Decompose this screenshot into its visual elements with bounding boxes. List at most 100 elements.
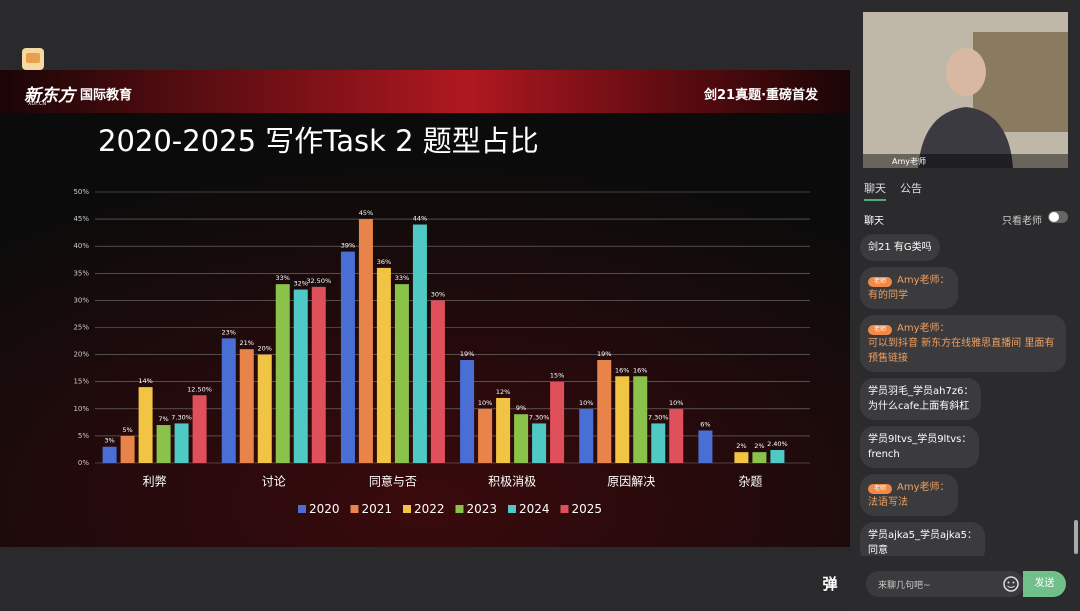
sender-name: 学员9ltvs_学员9ltvs： <box>868 434 972 445</box>
value-label: 3% <box>104 437 114 445</box>
sticker-icon <box>22 48 44 70</box>
bar <box>550 381 565 463</box>
y-tick-label: 5% <box>78 432 89 440</box>
bar <box>514 414 529 463</box>
teacher-badge: 老师 <box>868 484 893 494</box>
legend-label: 2023 <box>467 502 498 516</box>
chat-input[interactable]: 来聊几句吧~ <box>866 571 1024 597</box>
message-text: french <box>868 449 900 460</box>
bar <box>138 387 153 463</box>
video <box>863 12 1068 168</box>
value-label: 19% <box>597 350 611 358</box>
send-button[interactable]: 发送 <box>1023 571 1066 597</box>
y-tick-label: 20% <box>73 351 89 359</box>
value-label: 12% <box>496 388 510 396</box>
y-tick-label: 30% <box>73 296 89 304</box>
y-tick-label: 40% <box>73 242 89 250</box>
value-label: 7.30% <box>529 413 550 421</box>
value-label: 20% <box>258 345 272 353</box>
message: 学员羽毛_学员ah7z6： 为什么cafe上面有斜杠 <box>860 378 982 420</box>
legend-label: 2024 <box>519 502 550 516</box>
bar <box>311 286 326 463</box>
value-label: 12.50% <box>187 385 212 393</box>
bar <box>478 408 493 463</box>
legend-swatch <box>298 505 306 513</box>
legend-swatch <box>350 505 359 513</box>
bar <box>120 435 135 463</box>
bar <box>221 338 236 463</box>
value-label: 19% <box>460 350 474 358</box>
legend-swatch <box>560 505 569 513</box>
legend-swatch <box>508 505 516 513</box>
bar <box>358 219 373 463</box>
toggle[interactable] <box>1048 211 1068 223</box>
x-tick-label: 积极消极 <box>488 475 536 489</box>
value-label: 30% <box>431 290 445 298</box>
bar <box>496 397 511 463</box>
bar <box>752 452 767 463</box>
bar <box>102 446 117 463</box>
value-label: 2% <box>736 442 746 450</box>
message-header: 学员9ltvs_学员9ltvs： <box>868 432 971 447</box>
sender-name: 学员羽毛_学员ah7z6： <box>868 386 974 397</box>
bar <box>532 423 547 463</box>
bar <box>412 224 427 463</box>
value-label: 9% <box>516 404 526 412</box>
value-label: 33% <box>276 274 290 282</box>
bar <box>430 300 445 463</box>
value-label: 23% <box>222 328 236 336</box>
tagline: 剑21真题·重磅首发 <box>704 88 819 103</box>
danmaku-button[interactable]: 弹 <box>822 575 838 593</box>
message: 学员ajka5_学员ajka5： 同意 <box>860 522 986 556</box>
message-text: 为什么cafe上面有斜杠 <box>868 401 970 412</box>
y-tick-label: 25% <box>73 324 89 332</box>
value-label: 15% <box>550 372 564 380</box>
bar <box>770 449 785 463</box>
tab[interactable]: 公告 <box>900 182 922 195</box>
legend-label: 2020 <box>309 502 340 516</box>
teacher-badge: 老师 <box>868 277 893 287</box>
value-label: 10% <box>579 399 593 407</box>
legend-swatch <box>455 505 464 513</box>
bar <box>394 284 409 463</box>
message-header: 老师 Amy老师： <box>868 273 950 288</box>
tab[interactable]: 聊天 <box>864 180 886 201</box>
message-text: 有的同学 <box>868 290 908 301</box>
message-header: 老师 Amy老师： <box>868 321 1058 336</box>
x-tick-label: 利弊 <box>143 474 167 489</box>
sender-name: 学员ajka5_学员ajka5： <box>868 530 978 541</box>
bar <box>460 360 475 463</box>
value-label: 21% <box>240 339 254 347</box>
bar <box>376 267 391 463</box>
value-label: 6% <box>700 420 710 428</box>
y-tick-label: 45% <box>73 215 89 223</box>
value-label: 36% <box>377 258 391 266</box>
sender-name: Amy老师： <box>897 323 950 334</box>
bar <box>239 349 254 463</box>
teacher-badge: 老师 <box>868 325 893 335</box>
bar <box>579 408 594 463</box>
emoji-button[interactable] <box>1002 575 1020 593</box>
x-tick-label: 同意与否 <box>369 474 417 489</box>
y-tick-label: 10% <box>73 405 89 413</box>
value-label: 44% <box>413 215 427 223</box>
sender-name: Amy老师： <box>897 482 950 493</box>
bar <box>340 251 355 463</box>
message-header: 学员羽毛_学员ah7z6： <box>868 384 973 399</box>
bar <box>192 395 207 463</box>
x-tick-label: 杂题 <box>738 475 762 489</box>
bar <box>597 360 612 463</box>
value-label: 16% <box>633 366 647 374</box>
y-tick-label: 35% <box>73 269 89 277</box>
bar <box>275 284 290 463</box>
x-tick-label: 原因解决 <box>607 475 655 489</box>
scrollbar[interactable] <box>1074 520 1078 554</box>
chart-title: 2020-2025 写作Task 2 题型占比 <box>98 124 539 158</box>
brand: 国际教育 <box>80 88 133 103</box>
filter-label: 只看老师 <box>1002 216 1042 227</box>
message: 老师 Amy老师： 法语写法 <box>860 474 958 516</box>
legend-label: 2022 <box>414 502 445 516</box>
message: 老师 Amy老师： 可以到抖音 新东方在线雅思直播间 里面有预售链接 <box>860 315 1066 372</box>
bar <box>293 289 308 463</box>
